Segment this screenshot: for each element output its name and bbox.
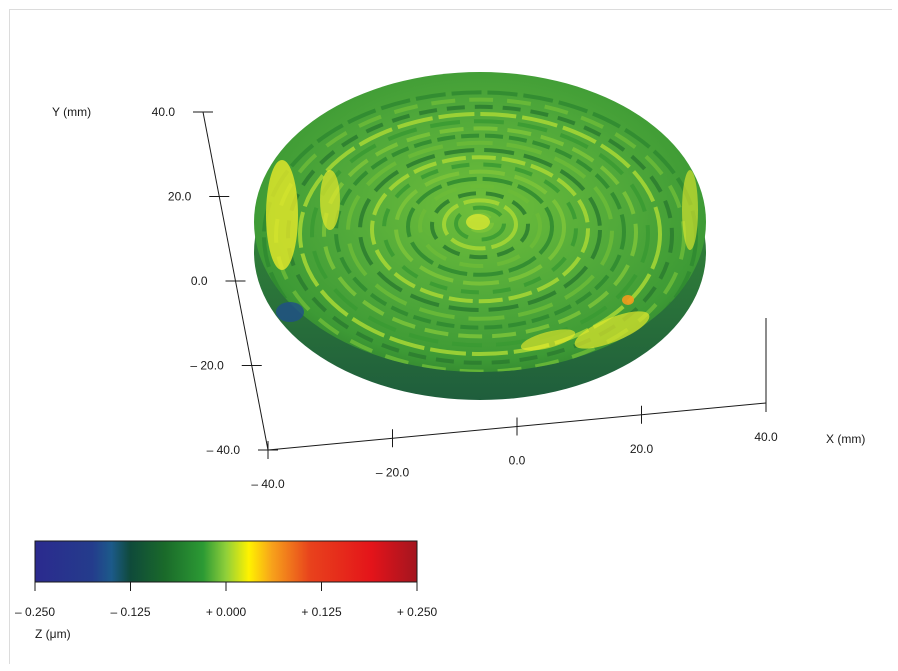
ripple-ring bbox=[298, 112, 662, 356]
x-tick-label: 40.0 bbox=[754, 430, 778, 444]
ripple-ring bbox=[334, 133, 626, 330]
ripple-ring bbox=[382, 162, 578, 295]
surface-plot bbox=[254, 72, 706, 400]
ripple-ring bbox=[406, 176, 554, 277]
ripple-ring bbox=[418, 184, 542, 268]
ripple-ring bbox=[454, 205, 506, 242]
ripple-ring bbox=[370, 155, 590, 304]
colorbar-tick-label: + 0.250 bbox=[397, 605, 438, 619]
colorbar-tick-label: – 0.125 bbox=[110, 605, 150, 619]
colorbar-tick-label: + 0.125 bbox=[301, 605, 342, 619]
ripple-ring bbox=[394, 169, 566, 286]
x-axis-ticks: – 40.0 – 20.0 0.0 20.0 40.0 bbox=[251, 394, 778, 491]
ripple-ring bbox=[322, 126, 638, 339]
y-tick-label: 20.0 bbox=[168, 190, 192, 204]
ripple-ring bbox=[346, 140, 614, 321]
colorbar: – 0.250 – 0.125 + 0.000 + 0.125 + 0.250 bbox=[15, 540, 438, 619]
y-tick-label: – 40.0 bbox=[207, 443, 241, 457]
y-tick-label: 40.0 bbox=[152, 105, 176, 119]
z-axis-label: Z (μm) bbox=[35, 627, 71, 641]
ripple-ring bbox=[310, 119, 650, 348]
colorbar-tick-label: + 0.000 bbox=[206, 605, 247, 619]
ripple-ring bbox=[358, 148, 602, 312]
y-axis-label: Y (mm) bbox=[52, 105, 91, 119]
ripple-ring bbox=[442, 198, 518, 251]
x-tick-label: – 20.0 bbox=[376, 465, 410, 479]
ripple-ring bbox=[430, 191, 530, 260]
y-axis-ticks: – 40.0 – 20.0 0.0 20.0 40.0 bbox=[152, 105, 278, 457]
x-axis-label: X (mm) bbox=[826, 432, 865, 446]
colorbar-tick-label: – 0.250 bbox=[15, 605, 55, 619]
x-tick-label: 20.0 bbox=[630, 442, 654, 456]
x-tick-label: – 40.0 bbox=[251, 477, 285, 491]
colorbar-ticks: – 0.250 – 0.125 + 0.000 + 0.125 + 0.250 bbox=[15, 582, 438, 619]
colorbar-rect bbox=[34, 540, 418, 583]
x-tick-label: 0.0 bbox=[509, 454, 526, 468]
y-tick-label: 0.0 bbox=[191, 274, 208, 288]
chart-frame bbox=[9, 9, 892, 664]
y-tick-label: – 20.0 bbox=[190, 359, 224, 373]
